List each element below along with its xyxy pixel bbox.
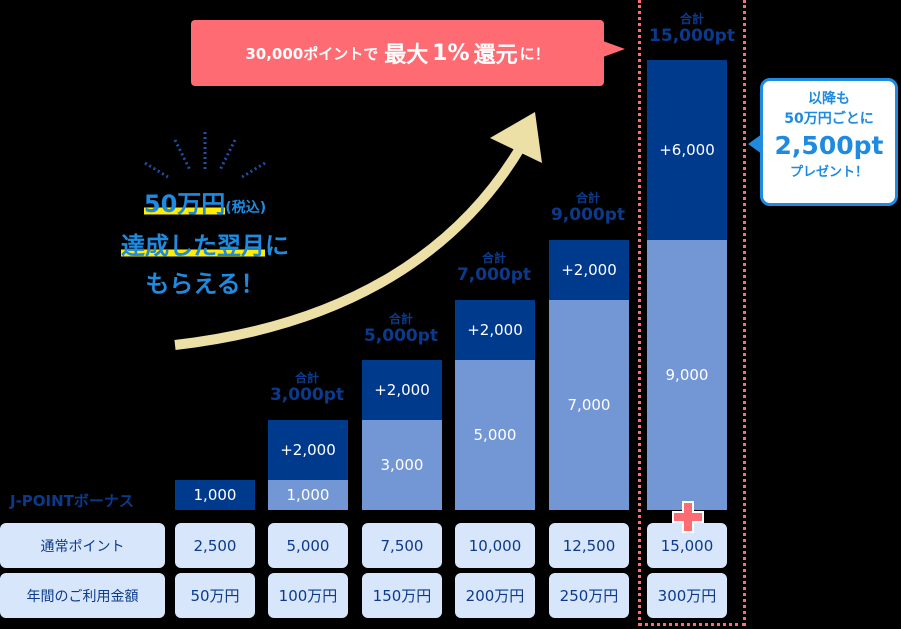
headline-tax: (税込) xyxy=(225,200,267,216)
normal-points-1: 5,000 xyxy=(268,523,348,568)
callout-pointer-icon xyxy=(748,134,762,154)
row-label-bonus: J-POINTボーナス xyxy=(10,492,134,510)
total-1: 合計 3,000pt xyxy=(257,371,357,405)
banner-suffix: に！ xyxy=(519,44,550,63)
normal-points-4: 12,500 xyxy=(549,523,629,568)
headline-line3: もらえる！ xyxy=(145,270,265,298)
row-label-annual: 年間のご利用金額 xyxy=(0,573,165,618)
headline: 50万円(税込) 達成した翌月に もらえる！ xyxy=(90,185,320,303)
annual-amount-2: 150万円 xyxy=(362,573,442,618)
callout-line4: プレゼント！ xyxy=(789,165,868,180)
total-4: 合計 9,000pt xyxy=(538,191,638,225)
banner-pointer-icon xyxy=(603,41,625,57)
headline-line1: 50万円(税込) xyxy=(90,185,320,227)
bar-base-4: 7,000 xyxy=(549,300,629,510)
bonus-callout: 以降も 50万円ごとに 2,500pt プレゼント！ xyxy=(760,78,898,206)
annual-amount-4: 250万円 xyxy=(549,573,629,618)
normal-points-2: 7,500 xyxy=(362,523,442,568)
normal-points-3: 10,000 xyxy=(455,523,535,568)
banner-emph-max: 最大 xyxy=(384,43,429,68)
bar-base-1: 1,000 xyxy=(268,480,348,510)
total-2: 合計 5,000pt xyxy=(351,312,451,346)
callout-amount: 2,500pt xyxy=(774,131,884,160)
total-label: 合計 xyxy=(481,251,506,265)
bar-bonus-0: 1,000 xyxy=(175,480,255,510)
highlight-frame xyxy=(638,0,746,626)
total-value: 7,000pt xyxy=(456,264,532,285)
total-value: 5,000pt xyxy=(363,325,439,346)
banner-prefix: 30,000ポイントで xyxy=(245,44,379,63)
total-3: 合計 7,000pt xyxy=(444,251,544,285)
total-label: 合計 xyxy=(575,191,600,205)
callout-line1: 以降も xyxy=(808,91,850,107)
row-label-normal: 通常ポイント xyxy=(0,523,165,568)
headline-amount: 50万円 xyxy=(143,190,226,218)
max-rate-banner: 30,000ポイントで 最大 1% 還元 に！ xyxy=(191,20,604,86)
callout-line2: 50万円ごとに xyxy=(784,111,874,127)
plus-icon xyxy=(672,501,704,533)
banner-emph-return: 還元 xyxy=(473,43,518,68)
sparkle-lines-icon xyxy=(144,132,266,179)
annual-amount-1: 100万円 xyxy=(268,573,348,618)
total-value: 9,000pt xyxy=(550,204,626,225)
bar-bonus-2: +2,000 xyxy=(362,360,442,420)
bar-bonus-3: +2,000 xyxy=(455,300,535,360)
normal-points-0: 2,500 xyxy=(175,523,255,568)
total-5: 合計 15,000pt xyxy=(642,12,742,46)
annual-amount-3: 200万円 xyxy=(455,573,535,618)
bar-base-5: 9,000 xyxy=(647,240,727,510)
total-label: 合計 xyxy=(294,371,319,385)
annual-amount-5: 300万円 xyxy=(647,573,727,618)
headline-achieved: 達成した翌月 xyxy=(121,232,265,260)
bar-base-3: 5,000 xyxy=(455,360,535,510)
bar-bonus-1: +2,000 xyxy=(268,420,348,480)
total-label: 合計 xyxy=(388,312,413,326)
bar-base-2: 3,000 xyxy=(362,420,442,510)
total-value: 3,000pt xyxy=(269,384,345,405)
total-value: 15,000pt xyxy=(649,25,735,46)
annual-amount-0: 50万円 xyxy=(175,573,255,618)
bar-bonus-5: +6,000 xyxy=(647,60,727,240)
bar-bonus-4: +2,000 xyxy=(549,240,629,300)
headline-particle: に xyxy=(265,232,289,260)
headline-line2: 達成した翌月に xyxy=(90,227,320,265)
banner-emph-rate: 1% xyxy=(432,40,470,66)
total-label: 合計 xyxy=(679,12,704,26)
growth-arrow-icon xyxy=(174,112,542,350)
